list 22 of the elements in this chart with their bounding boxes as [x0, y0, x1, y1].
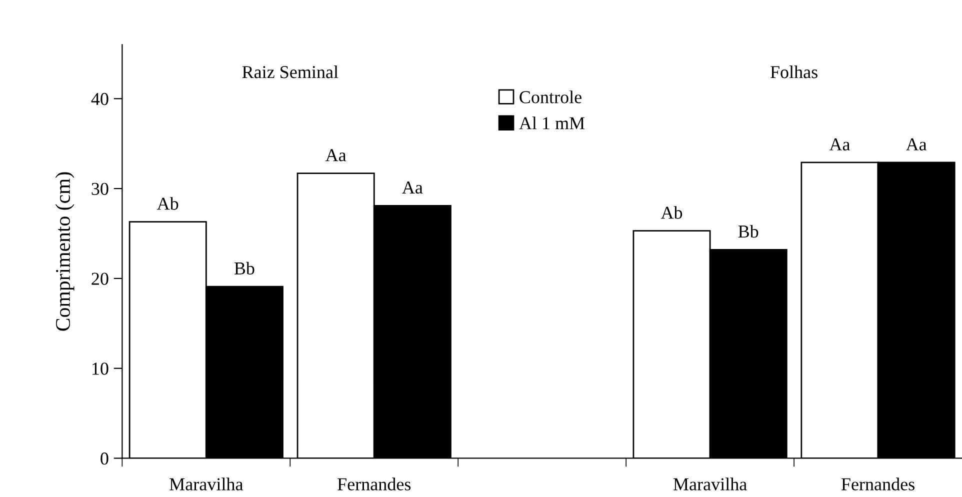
data-label: Ab — [660, 206, 682, 219]
x-tick-label: Fernandes — [841, 478, 914, 490]
y-tick-label: 0 — [100, 452, 108, 465]
y-tick-label: 30 — [92, 182, 108, 195]
data-label: Ab — [157, 197, 178, 210]
annotation: Raiz Seminal — [242, 65, 338, 78]
x-tick-label: Fernandes — [338, 478, 411, 490]
data-label: Bb — [738, 224, 758, 238]
y-tick-label: 40 — [91, 92, 108, 106]
data-label: Aa — [325, 149, 346, 162]
data-label: Bb — [234, 262, 254, 275]
data-label: Aa — [906, 138, 927, 150]
data-label: Aa — [829, 138, 850, 150]
y-tick-label: 10 — [92, 362, 108, 375]
x-tick-label: Maravilha — [170, 478, 244, 490]
legend-label: Al 1 mM — [519, 116, 585, 130]
y-axis-title: Comprimento (cm) — [55, 172, 74, 331]
legend-label: Controle — [520, 90, 582, 104]
y-tick-label: 20 — [92, 272, 108, 285]
annotation: Folhas — [770, 65, 818, 78]
data-label: Aa — [402, 182, 423, 194]
x-tick-label: Maravilha — [673, 478, 747, 490]
